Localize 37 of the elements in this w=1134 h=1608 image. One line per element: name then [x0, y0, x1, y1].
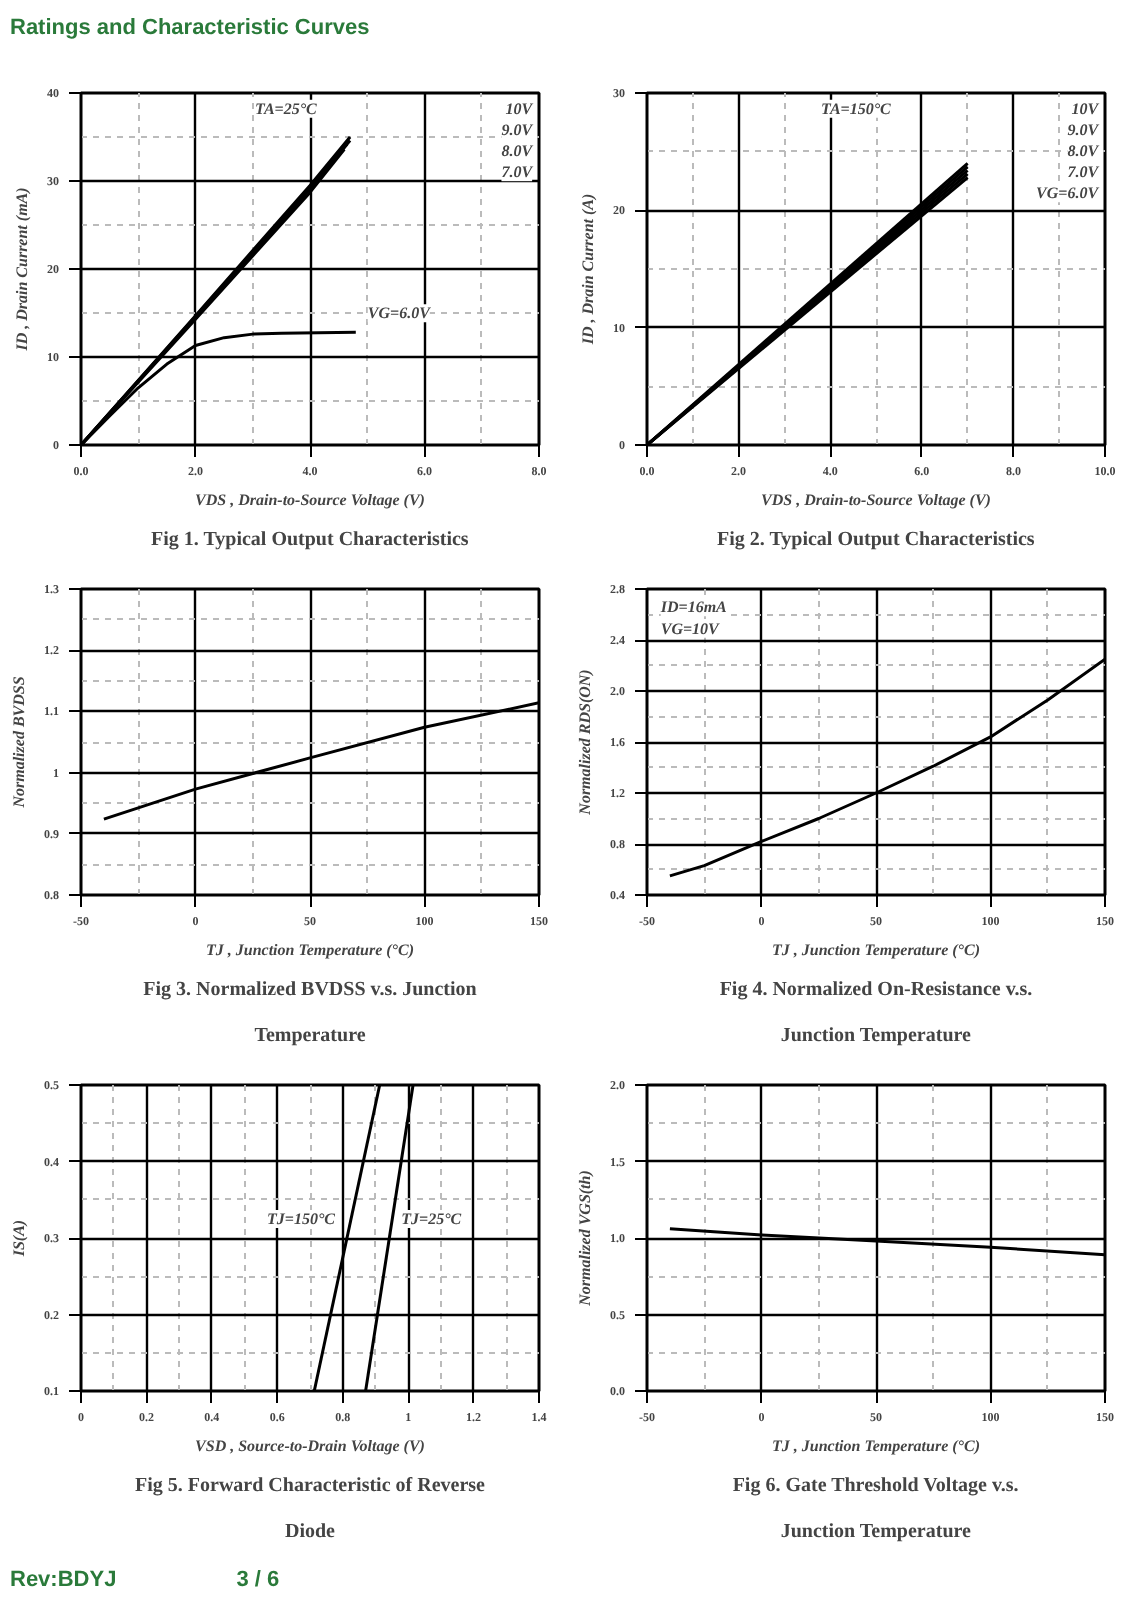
annotation: 8.0V: [1067, 142, 1100, 161]
y-axis-title: Normalized RDS(ON): [576, 668, 594, 817]
annotation: TA=25°C: [255, 99, 319, 118]
x-axis-title: TJ , Junction Temperature (°C): [771, 941, 981, 959]
y-axis-title: ID , Drain Current (A): [579, 192, 597, 347]
x-axis-title: VDS , Drain-to-Source Voltage (V): [761, 491, 992, 509]
annotation: TJ=150°C: [267, 1210, 337, 1228]
y-axis-title: IS(A): [10, 1219, 28, 1259]
annotation: 7.0V: [501, 163, 534, 182]
y-axis-title: Normalized BVDSS: [10, 675, 28, 810]
annotation: 9.0V: [501, 120, 534, 139]
annotation: 9.0V: [1067, 120, 1100, 139]
annotation: VG=6.0V: [1036, 184, 1100, 203]
text: Fig 1. Typical Output Characteristics: [151, 529, 469, 551]
text: 3 / 6: [236, 1568, 280, 1592]
text: Ratings and Characteristic Curves: [10, 16, 370, 40]
chart-title: Fig 4. Normalized On-Resistance v.s. Junction Temperature: [719, 979, 1033, 1047]
x-axis-title: VSD , Source-to-Drain Voltage (V): [195, 1437, 426, 1455]
annotation: 8.0V: [501, 142, 534, 161]
x-axis-title: TJ , Junction Temperature (°C): [205, 941, 415, 959]
x-axis-title: TJ , Junction Temperature (°C): [771, 1437, 981, 1455]
chart-title: Fig 5. Forward Characteristic of Reverse Diode: [135, 1475, 485, 1543]
annotation: VG=6.0V: [367, 304, 432, 323]
annotation: VG=10V: [660, 619, 721, 638]
annotation: 10V: [505, 99, 534, 118]
y-axis-title: ID , Drain Current (mA): [13, 186, 31, 353]
annotation: 10V: [1071, 99, 1100, 118]
annotation: TJ=25°C: [401, 1210, 463, 1228]
chart-title: Fig 6. Gate Threshold Voltage v.s. Junction Temperature: [732, 1475, 1019, 1543]
annotation: TA=150°C: [821, 99, 893, 118]
text: Fig 2. Typical Output Characteristics: [717, 529, 1035, 551]
annotation: ID=16mA: [658, 598, 729, 617]
chart-title: Fig 3. Normalized BVDSS v.s. Junction Temperature: [143, 979, 477, 1047]
x-axis-title: VDS , Drain-to-Source Voltage (V): [195, 491, 426, 509]
annotation: 7.0V: [1067, 163, 1100, 182]
text: Rev:BDYJ: [10, 1568, 117, 1592]
y-axis-title: Normalized VGS(th): [576, 1169, 594, 1308]
